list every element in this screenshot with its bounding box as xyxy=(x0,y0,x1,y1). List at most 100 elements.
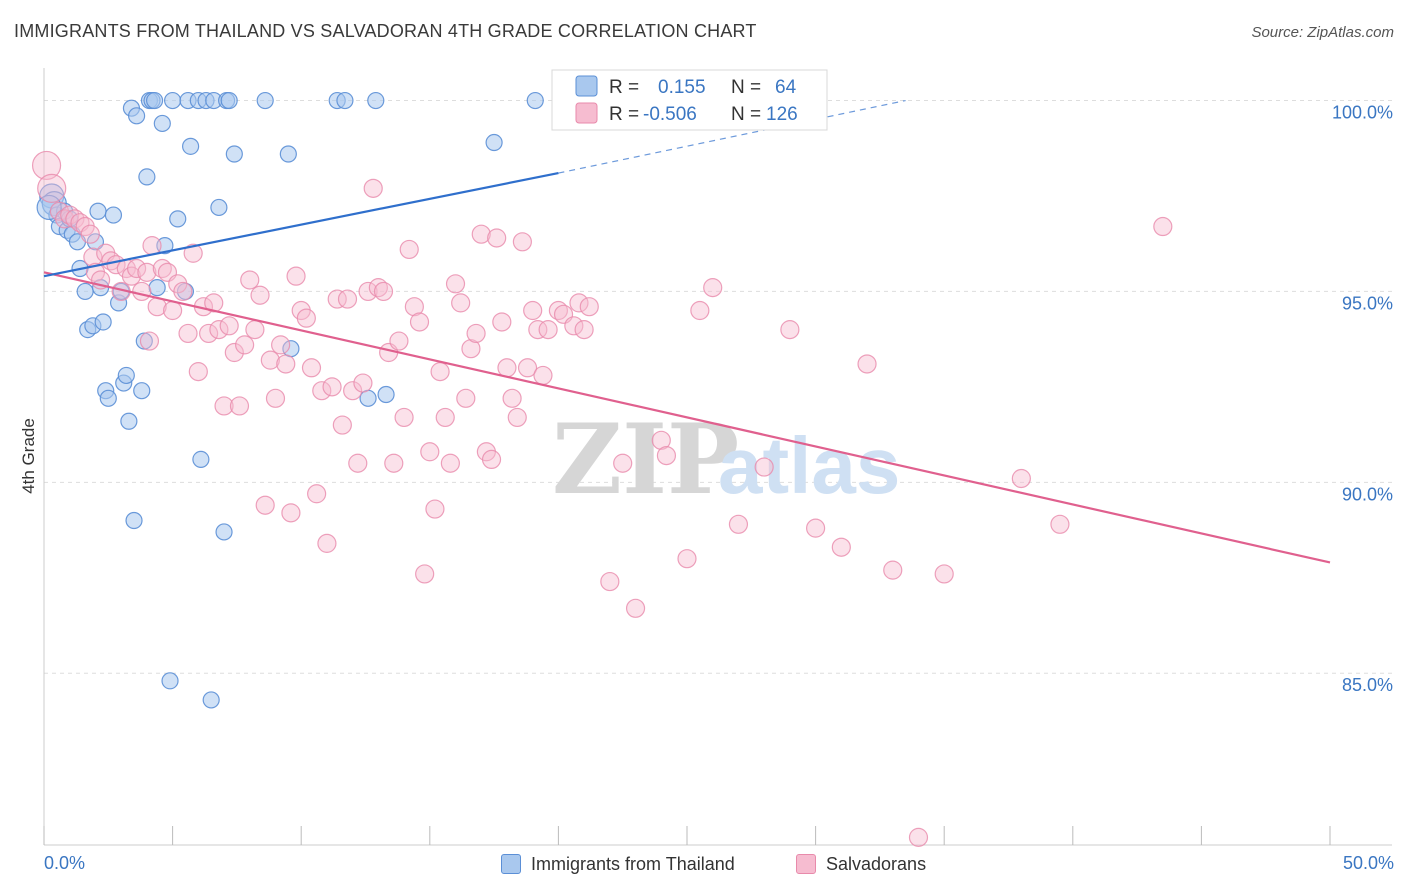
salvadorans-point xyxy=(831,537,851,557)
salvadorans-point xyxy=(80,224,100,244)
salvadorans-point xyxy=(456,388,476,408)
salvadorans-point xyxy=(183,243,203,263)
salvadorans-point xyxy=(322,377,342,397)
source-label: Source: ZipAtlas.com xyxy=(1251,24,1394,41)
thailand-point xyxy=(192,450,210,469)
salvadorans-point xyxy=(337,289,358,309)
salvadorans-point xyxy=(754,457,774,477)
salvadorans-point xyxy=(883,560,903,580)
salvadorans-point xyxy=(250,285,270,305)
salvadorans-point xyxy=(307,484,327,504)
thailand-point xyxy=(182,137,200,155)
thailand-point xyxy=(367,91,385,110)
salvadorans-point xyxy=(240,270,260,290)
salvadorans-point xyxy=(139,331,160,351)
salvadorans-point xyxy=(384,453,404,473)
salvadorans-point xyxy=(435,407,455,428)
salvadorans-point xyxy=(677,549,697,569)
y-tick-label: 85.0% xyxy=(1342,675,1393,695)
salvadorans-point xyxy=(512,232,532,252)
salvadorans-point xyxy=(415,564,435,584)
salvadorans-point xyxy=(466,323,486,344)
salvadorans-point xyxy=(132,281,152,302)
salvadorans-point xyxy=(173,281,193,302)
salvadorans-point xyxy=(471,224,491,244)
salvadorans-point xyxy=(538,320,558,340)
salvadorans-point xyxy=(312,381,332,401)
salvadorans-point xyxy=(142,236,162,256)
series-salvadorans-points xyxy=(31,150,1173,847)
salvadorans-point xyxy=(137,262,157,282)
salvadorans-point xyxy=(204,293,224,313)
salvadorans-point xyxy=(54,209,75,229)
salvadorans-point xyxy=(451,293,471,313)
legend-box: R = 0.155 N = 64 R = -0.506 N = 126 xyxy=(551,69,828,131)
thailand-point xyxy=(210,198,228,217)
salvadorans-point xyxy=(487,228,507,248)
thailand-point xyxy=(485,133,503,152)
salvadorans-point xyxy=(353,373,373,393)
thailand-point xyxy=(133,382,151,400)
salvadorans-point xyxy=(343,381,363,401)
legend-n-label-b: N = xyxy=(731,104,761,125)
thailand-point xyxy=(153,114,171,133)
salvadorans-point xyxy=(625,598,646,618)
salvadorans-point xyxy=(703,278,723,298)
salvadorans-point xyxy=(409,312,430,332)
salvadorans-point xyxy=(255,495,275,515)
thailand-point xyxy=(225,145,243,163)
salvadorans-point xyxy=(224,342,244,363)
salvadorans-point xyxy=(600,571,620,592)
bottom-legend-salvadorans: Salvadorans xyxy=(796,852,926,876)
thailand-point xyxy=(127,107,146,125)
salvadorans-point xyxy=(613,453,633,473)
salvadorans-point xyxy=(445,274,466,294)
thailand-point xyxy=(156,237,174,255)
salvadorans-point xyxy=(548,300,569,321)
salvadorans-point xyxy=(276,354,296,374)
legend-n-value-b: 126 xyxy=(766,104,798,125)
salvadorans-point xyxy=(281,503,301,523)
salvadorans-point xyxy=(656,445,677,466)
salvadorans-point xyxy=(523,300,543,321)
salvadorans-point xyxy=(348,453,368,473)
thailand-point xyxy=(89,202,107,220)
salvadorans-point xyxy=(934,564,954,584)
salvadorans-point xyxy=(430,362,450,382)
y-axis-title: 4th Grade xyxy=(19,418,38,494)
salvadorans-point xyxy=(65,209,85,229)
chart-title: IMMIGRANTS FROM THAILAND VS SALVADORAN 4… xyxy=(14,21,757,41)
salvadorans-point xyxy=(332,415,352,435)
legend-n-value-a: 64 xyxy=(775,77,797,98)
salvadorans-point xyxy=(296,308,316,328)
salvadorans-point xyxy=(31,150,62,181)
salvadorans-point xyxy=(651,430,671,450)
salvadorans-point xyxy=(317,533,337,553)
salvadorans-point xyxy=(517,358,538,378)
thailand-trend-extension xyxy=(558,99,906,174)
salvadorans-point xyxy=(497,358,517,378)
salvadorans-point xyxy=(265,388,286,408)
salvadorans-point xyxy=(507,407,527,428)
thailand-point xyxy=(104,206,123,224)
bottom-legend-label-thailand: Immigrants from Thailand xyxy=(531,853,735,874)
salvadorans-point xyxy=(461,339,481,359)
salvadorans-point xyxy=(805,518,826,538)
trend-lines xyxy=(43,99,1331,564)
salvadorans-point xyxy=(481,449,502,470)
salvadorans-point xyxy=(394,407,414,428)
legend-r-value-b: -0.506 xyxy=(643,104,697,125)
salvadorans-point xyxy=(229,396,250,416)
thailand-point xyxy=(145,91,164,110)
legend-swatch-thailand xyxy=(575,75,598,97)
salvadorans-point xyxy=(60,205,80,225)
salvadorans-point xyxy=(728,514,749,534)
salvadorans-point xyxy=(301,358,322,378)
salvadorans-point xyxy=(178,323,198,344)
thailand-point xyxy=(215,523,233,541)
salvadorans-point xyxy=(327,289,347,309)
salvadorans-point xyxy=(492,312,512,332)
y-tick-label: 100.0% xyxy=(1332,103,1393,123)
salvadorans-point xyxy=(271,335,291,355)
salvadorans-point xyxy=(569,293,589,313)
